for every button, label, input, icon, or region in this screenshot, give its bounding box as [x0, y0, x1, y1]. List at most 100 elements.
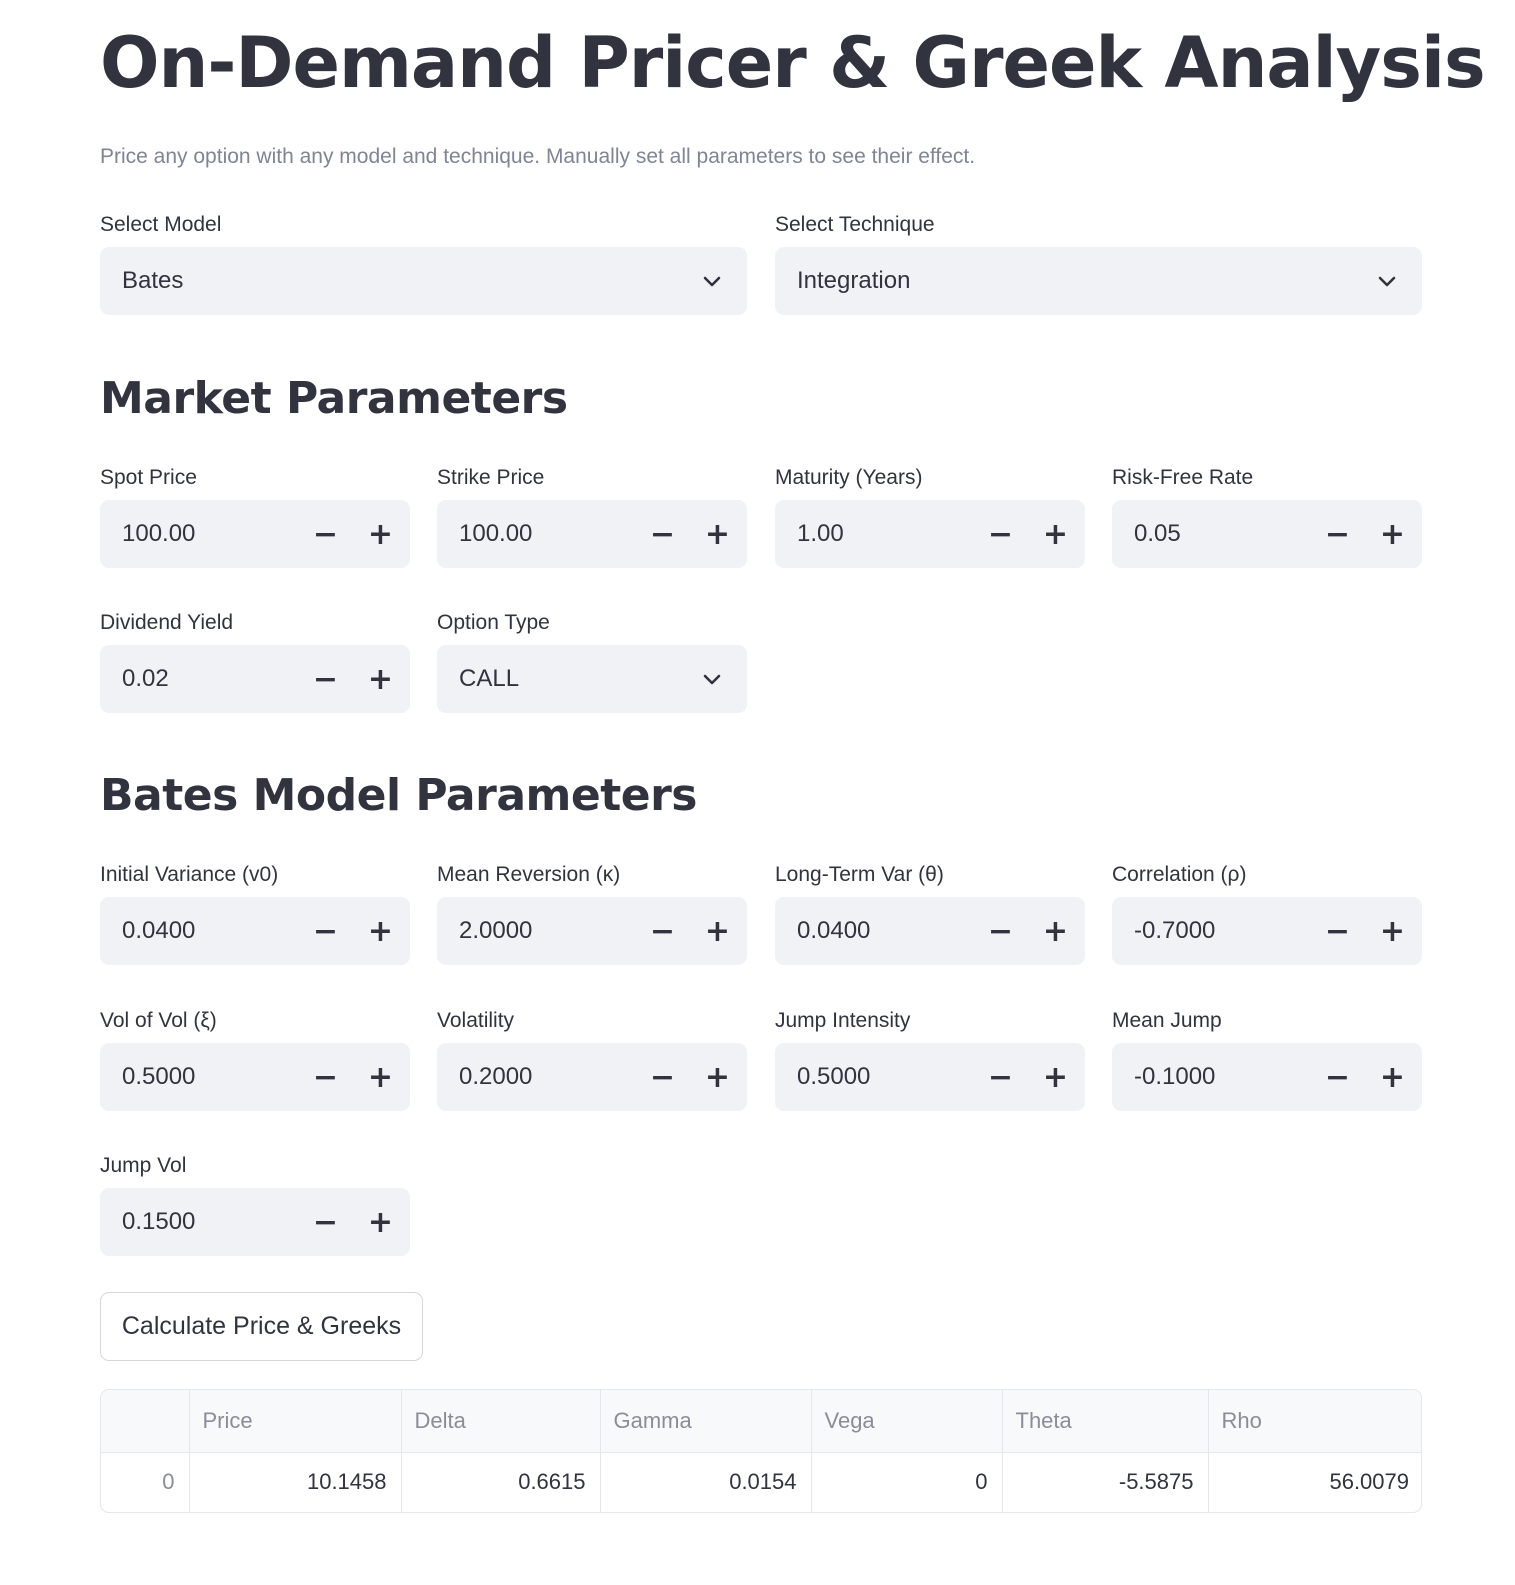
table-header-vega[interactable]: Vega: [811, 1390, 1003, 1453]
mean-jump-input[interactable]: -0.1000 − +: [1112, 1043, 1422, 1111]
results-table: Price Delta Gamma Vega Theta Rho 0 10.14…: [100, 1389, 1422, 1513]
correlation-input[interactable]: -0.7000 − +: [1112, 897, 1422, 965]
table-header-price[interactable]: Price: [189, 1390, 402, 1453]
model-select[interactable]: Bates: [100, 247, 747, 315]
increment-button[interactable]: +: [704, 516, 731, 552]
volatility-value[interactable]: 0.2000: [459, 1063, 533, 1090]
decrement-button[interactable]: −: [987, 913, 1014, 949]
maturity-label: Maturity (Years): [775, 466, 923, 489]
risk-free-rate-input[interactable]: 0.05 − +: [1112, 500, 1422, 568]
increment-button[interactable]: +: [1379, 516, 1406, 552]
table-cell-rho[interactable]: 56.0079: [1329, 1469, 1409, 1495]
bates-parameters-heading: Bates Model Parameters: [100, 770, 697, 821]
correlation-label: Correlation (ρ): [1112, 863, 1247, 886]
strike-price-input[interactable]: 100.00 − +: [437, 500, 747, 568]
increment-button[interactable]: +: [1379, 1059, 1406, 1095]
decrement-button[interactable]: −: [312, 1204, 339, 1240]
vol-of-vol-input[interactable]: 0.5000 − +: [100, 1043, 410, 1111]
decrement-button[interactable]: −: [312, 661, 339, 697]
decrement-button[interactable]: −: [649, 516, 676, 552]
decrement-button[interactable]: −: [649, 913, 676, 949]
increment-button[interactable]: +: [1379, 913, 1406, 949]
mean-reversion-field: Mean Reversion (κ) 2.0000 − +: [437, 861, 747, 965]
spot-price-field: Spot Price 100.00 − +: [100, 464, 410, 568]
jump-vol-input[interactable]: 0.1500 − +: [100, 1188, 410, 1256]
dividend-yield-label: Dividend Yield: [100, 611, 234, 634]
increment-button[interactable]: +: [367, 516, 394, 552]
model-select-field: Select Model Bates: [100, 211, 747, 315]
increment-button[interactable]: +: [704, 1059, 731, 1095]
increment-button[interactable]: +: [367, 913, 394, 949]
long-term-var-label: Long-Term Var (θ): [775, 863, 944, 886]
decrement-button[interactable]: −: [649, 1059, 676, 1095]
increment-button[interactable]: +: [367, 1204, 394, 1240]
calculate-button[interactable]: Calculate Price & Greeks: [100, 1292, 423, 1361]
decrement-button[interactable]: −: [987, 1059, 1014, 1095]
table-header-theta[interactable]: Theta: [1002, 1390, 1209, 1453]
table-cell-theta[interactable]: -5.5875: [1002, 1452, 1209, 1512]
correlation-value[interactable]: -0.7000: [1134, 917, 1216, 944]
spot-price-value[interactable]: 100.00: [122, 520, 196, 547]
vol-of-vol-value[interactable]: 0.5000: [122, 1063, 196, 1090]
table-header-rho[interactable]: Rho: [1208, 1390, 1421, 1453]
increment-button[interactable]: +: [1042, 1059, 1069, 1095]
decrement-button[interactable]: −: [312, 1059, 339, 1095]
initial-variance-label: Initial Variance (v0): [100, 863, 279, 886]
decrement-button[interactable]: −: [312, 516, 339, 552]
mean-jump-value[interactable]: -0.1000: [1134, 1063, 1216, 1090]
decrement-button[interactable]: −: [987, 516, 1014, 552]
jump-vol-value[interactable]: 0.1500: [122, 1208, 196, 1235]
increment-button[interactable]: +: [704, 913, 731, 949]
table-header-index[interactable]: [101, 1390, 190, 1453]
dividend-yield-value[interactable]: 0.02: [122, 665, 169, 692]
spot-price-input[interactable]: 100.00 − +: [100, 500, 410, 568]
mean-reversion-label: Mean Reversion (κ): [437, 863, 621, 886]
technique-select-field: Select Technique Integration: [775, 211, 1422, 315]
option-type-label: Option Type: [437, 611, 550, 634]
mean-jump-label: Mean Jump: [1112, 1009, 1222, 1032]
correlation-field: Correlation (ρ) -0.7000 − +: [1112, 861, 1422, 965]
initial-variance-input[interactable]: 0.0400 − +: [100, 897, 410, 965]
maturity-value[interactable]: 1.00: [797, 520, 844, 547]
option-type-value: CALL: [459, 665, 520, 692]
long-term-var-value[interactable]: 0.0400: [797, 917, 871, 944]
long-term-var-input[interactable]: 0.0400 − +: [775, 897, 1085, 965]
jump-intensity-value[interactable]: 0.5000: [797, 1063, 871, 1090]
decrement-button[interactable]: −: [1324, 516, 1351, 552]
jump-intensity-input[interactable]: 0.5000 − +: [775, 1043, 1085, 1111]
increment-button[interactable]: +: [1042, 913, 1069, 949]
decrement-button[interactable]: −: [312, 913, 339, 949]
decrement-button[interactable]: −: [1324, 1059, 1351, 1095]
jump-intensity-label: Jump Intensity: [775, 1009, 911, 1032]
table-cell-gamma[interactable]: 0.0154: [600, 1452, 812, 1512]
option-type-select[interactable]: CALL: [437, 645, 747, 713]
technique-select[interactable]: Integration: [775, 247, 1422, 315]
increment-button[interactable]: +: [367, 1059, 394, 1095]
increment-button[interactable]: +: [367, 661, 394, 697]
table-cell-delta[interactable]: 0.6615: [401, 1452, 601, 1512]
risk-free-rate-label: Risk-Free Rate: [1112, 466, 1254, 489]
table-header-gamma[interactable]: Gamma: [600, 1390, 812, 1453]
chevron-down-icon: [677, 645, 747, 713]
dividend-yield-input[interactable]: 0.02 − +: [100, 645, 410, 713]
mean-reversion-input[interactable]: 2.0000 − +: [437, 897, 747, 965]
table-cell-vega[interactable]: 0: [811, 1452, 1003, 1512]
decrement-button[interactable]: −: [1324, 913, 1351, 949]
strike-price-value[interactable]: 100.00: [459, 520, 533, 547]
jump-vol-label: Jump Vol: [100, 1154, 187, 1177]
jump-vol-field: Jump Vol 0.1500 − +: [100, 1152, 410, 1256]
risk-free-rate-field: Risk-Free Rate 0.05 − +: [1112, 464, 1422, 568]
chevron-down-icon: [1352, 247, 1422, 315]
volatility-input[interactable]: 0.2000 − +: [437, 1043, 747, 1111]
initial-variance-value[interactable]: 0.0400: [122, 917, 196, 944]
table-row: 0 10.1458 0.6615 0.0154 0 -5.5875 56.007…: [101, 1452, 1421, 1512]
technique-select-label: Select Technique: [775, 213, 935, 236]
table-header-delta[interactable]: Delta: [401, 1390, 601, 1453]
maturity-input[interactable]: 1.00 − +: [775, 500, 1085, 568]
table-cell-price[interactable]: 10.1458: [189, 1452, 402, 1512]
increment-button[interactable]: +: [1042, 516, 1069, 552]
risk-free-rate-value[interactable]: 0.05: [1134, 520, 1181, 547]
table-cell-index[interactable]: 0: [101, 1452, 190, 1512]
mean-reversion-value[interactable]: 2.0000: [459, 917, 533, 944]
